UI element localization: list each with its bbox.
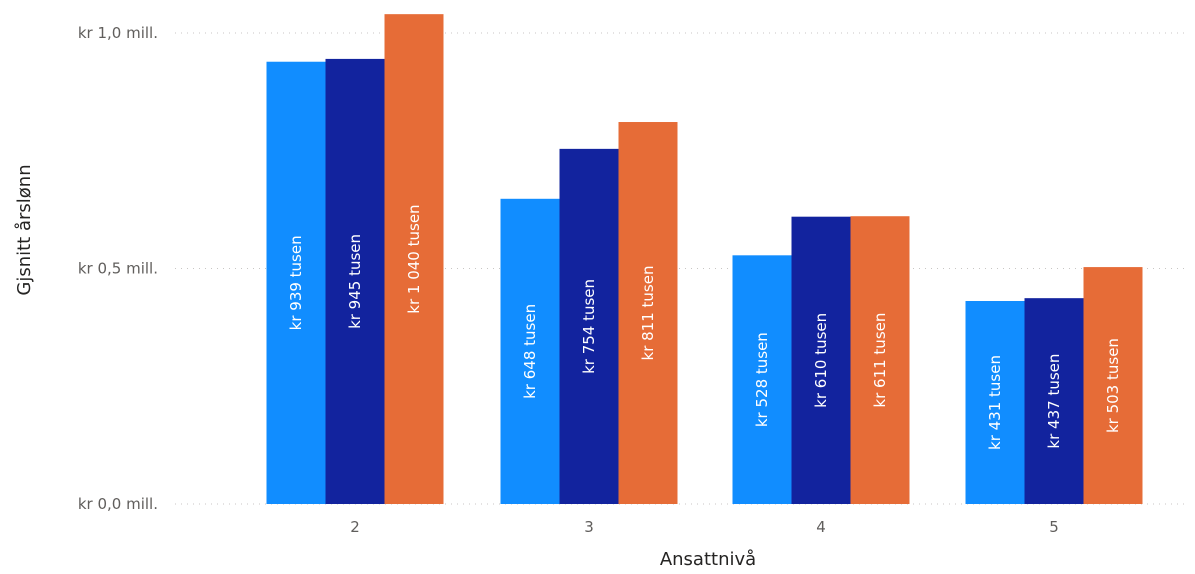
bar[interactable]	[266, 61, 326, 505]
y-tick-label: kr 1,0 mill.	[78, 24, 158, 42]
bar-value-label: kr 431 tusen	[986, 355, 1004, 450]
y-axis-ticks: kr 0,0 mill. kr 0,5 mill. kr 1,0 mill.	[78, 24, 158, 513]
bar[interactable]	[732, 255, 792, 504]
bar[interactable]	[500, 198, 560, 505]
bar[interactable]	[559, 148, 619, 504]
bar-value-label: kr 528 tusen	[753, 332, 771, 427]
x-axis-ticks: 2 3 4 5	[350, 518, 1059, 536]
bar[interactable]	[325, 58, 385, 504]
bar[interactable]	[618, 122, 678, 505]
y-tick-label: kr 0,0 mill.	[78, 495, 158, 513]
bar-value-label: kr 811 tusen	[639, 266, 657, 361]
bars	[266, 14, 1143, 505]
x-tick-label: 2	[350, 518, 360, 536]
bar[interactable]	[1083, 267, 1143, 504]
bar-value-label: kr 1 040 tusen	[405, 204, 423, 313]
bar[interactable]	[850, 216, 910, 504]
y-tick-label: kr 0,5 mill.	[78, 260, 158, 278]
bar-value-label: kr 939 tusen	[287, 235, 305, 330]
bar-value-label: kr 610 tusen	[812, 313, 830, 408]
bar[interactable]	[965, 300, 1025, 504]
x-axis-title: Ansattnivå	[660, 549, 756, 570]
bar-value-label: kr 945 tusen	[346, 234, 364, 329]
bar[interactable]	[1024, 298, 1084, 504]
x-tick-label: 5	[1049, 518, 1059, 536]
y-axis-title: Gjsnitt årslønn	[14, 164, 35, 295]
x-tick-label: 3	[584, 518, 594, 536]
bar-value-label: kr 503 tusen	[1104, 338, 1122, 433]
data-labels: kr 939 tusen kr 648 tusen kr 528 tusen kr 4…	[287, 204, 1122, 450]
x-tick-label: 4	[816, 518, 826, 536]
bar-value-label: kr 611 tusen	[871, 313, 889, 408]
bar-value-label: kr 648 tusen	[521, 304, 539, 399]
bar-value-label: kr 437 tusen	[1045, 354, 1063, 449]
bar[interactable]	[791, 216, 851, 504]
bar-value-label: kr 754 tusen	[580, 279, 598, 374]
bar[interactable]	[384, 14, 444, 504]
